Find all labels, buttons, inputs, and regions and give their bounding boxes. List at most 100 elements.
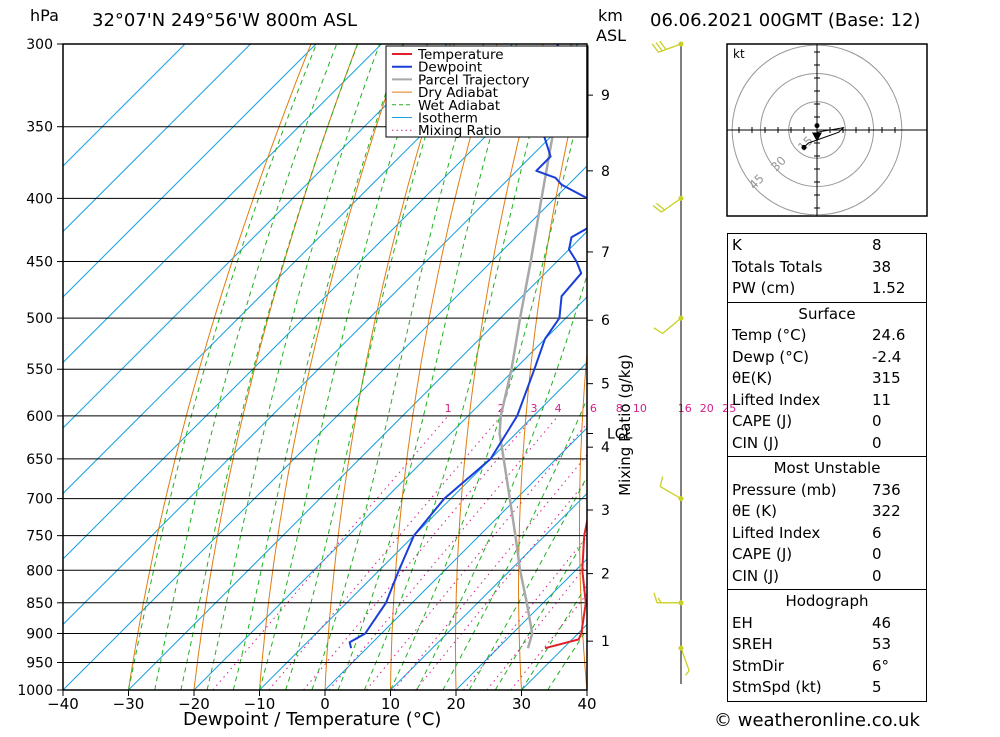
height-tick-label: 1 [601, 634, 610, 650]
isotherm-line [0, 44, 644, 690]
mixing-ratio-line [366, 416, 593, 690]
temperature-tick-label: −40 [47, 695, 79, 713]
mixing-ratio-label: 20 [700, 402, 714, 415]
height-tick-label: 2 [601, 567, 610, 583]
indices-label: CIN (J) [732, 433, 872, 455]
indices-value: 322 [872, 501, 901, 523]
pressure-tick-label: 450 [26, 255, 53, 271]
pressure-tick-label: 500 [26, 311, 53, 327]
credit-text: © weatheronline.co.uk [714, 710, 920, 731]
plot-frame [63, 44, 587, 690]
indices-value: 11 [872, 390, 891, 412]
indices-value: 8 [872, 235, 882, 257]
pressure-tick-label: 550 [26, 362, 53, 378]
mixing-ratio-label: 3 [530, 402, 537, 415]
indices-row: Dewp (°C)-2.4 [732, 347, 922, 369]
dry-adiabat-line [639, 44, 683, 690]
dry-adiabat-line [696, 44, 729, 690]
indices-value: 5 [872, 677, 882, 699]
indices-row: PW (cm)1.52 [732, 278, 922, 300]
pressure-tick-label: 400 [26, 191, 53, 207]
indices-value: 315 [872, 368, 901, 390]
indices-label: EH [732, 613, 872, 635]
pressure-tick-label: 750 [26, 529, 53, 545]
indices-value: 0 [872, 566, 882, 588]
indices-row: CAPE (J)0 [732, 411, 922, 433]
isotherm-line [0, 44, 578, 690]
mixing-ratio-line [394, 416, 619, 690]
pressure-tick-label: 350 [26, 120, 53, 136]
indices-value: 0 [872, 433, 882, 455]
wind-barb-feather [654, 328, 663, 334]
indices-row: CAPE (J)0 [732, 544, 922, 566]
pressure-tick-label: 850 [26, 596, 53, 612]
isotherm-line [129, 44, 775, 690]
indices-value: 24.6 [872, 325, 905, 347]
mixing-ratio-line [329, 416, 558, 690]
wind-barb-feather [654, 593, 657, 603]
indices-label: PW (cm) [732, 278, 872, 300]
x-axis-title: Dewpoint / Temperature (°C) [183, 709, 441, 730]
temperature-tick-label: −30 [113, 695, 145, 713]
mixing-ratio-label: 16 [678, 402, 692, 415]
indices-value: 38 [872, 257, 891, 279]
wind-barb [660, 487, 681, 499]
indices-section-title: Surface [732, 304, 922, 326]
indices-value: 46 [872, 613, 891, 635]
indices-row: CIN (J)0 [732, 566, 922, 588]
mixing-ratio-axis-title: Mixing Ratio (g/kg) [616, 354, 634, 496]
height-tick-label: 3 [601, 503, 610, 519]
hodograph-unit-label: kt [733, 47, 745, 61]
indices-value: 6° [872, 656, 889, 678]
height-tick-label: 7 [601, 245, 610, 261]
wet-adiabat-line [155, 44, 337, 690]
indices-label: θE (K) [732, 501, 872, 523]
isotherm-line [63, 44, 709, 690]
pressure-tick-label: 700 [26, 492, 53, 508]
indices-value: -2.4 [872, 347, 901, 369]
indices-label: StmSpd (kt) [732, 677, 872, 699]
indices-label: Lifted Index [732, 523, 872, 545]
wet-adiabat-line [443, 44, 704, 690]
indices-value: 1.52 [872, 278, 905, 300]
dry-adiabat-line [958, 44, 1000, 690]
indices-section-title: Most Unstable [732, 458, 922, 480]
indices-row: θE (K)322 [732, 501, 922, 523]
mixing-ratio-label: 4 [555, 402, 562, 415]
mixing-ratio-label: 1 [445, 402, 452, 415]
wind-barb [681, 648, 689, 671]
indices-value: 0 [872, 411, 882, 433]
pressure-tick-label: 650 [26, 452, 53, 468]
dry-adiabat-line [456, 44, 544, 690]
indices-label: CIN (J) [732, 566, 872, 588]
mixing-ratio-line [269, 416, 501, 690]
indices-label: Pressure (mb) [732, 480, 872, 502]
pressure-unit-label: hPa [30, 6, 59, 25]
wind-barb-feather [686, 671, 690, 676]
indices-value: 53 [872, 634, 891, 656]
legend-entry: Mixing Ratio [418, 123, 501, 139]
indices-section-title: Hodograph [732, 591, 922, 613]
indices-row: CIN (J)0 [732, 433, 922, 455]
datetime-title: 06.06.2021 00GMT (Base: 12) [650, 10, 920, 31]
isotherm-line [0, 44, 382, 690]
indices-value: 736 [872, 480, 901, 502]
hodograph-point [801, 145, 806, 150]
pressure-tick-label: 300 [26, 37, 53, 53]
indices-row: Temp (°C)24.6 [732, 325, 922, 347]
height-unit-bottom: ASL [596, 26, 626, 45]
isotherm-line [0, 44, 447, 690]
hodograph-point [815, 123, 820, 128]
indices-row: Pressure (mb)736 [732, 480, 922, 502]
